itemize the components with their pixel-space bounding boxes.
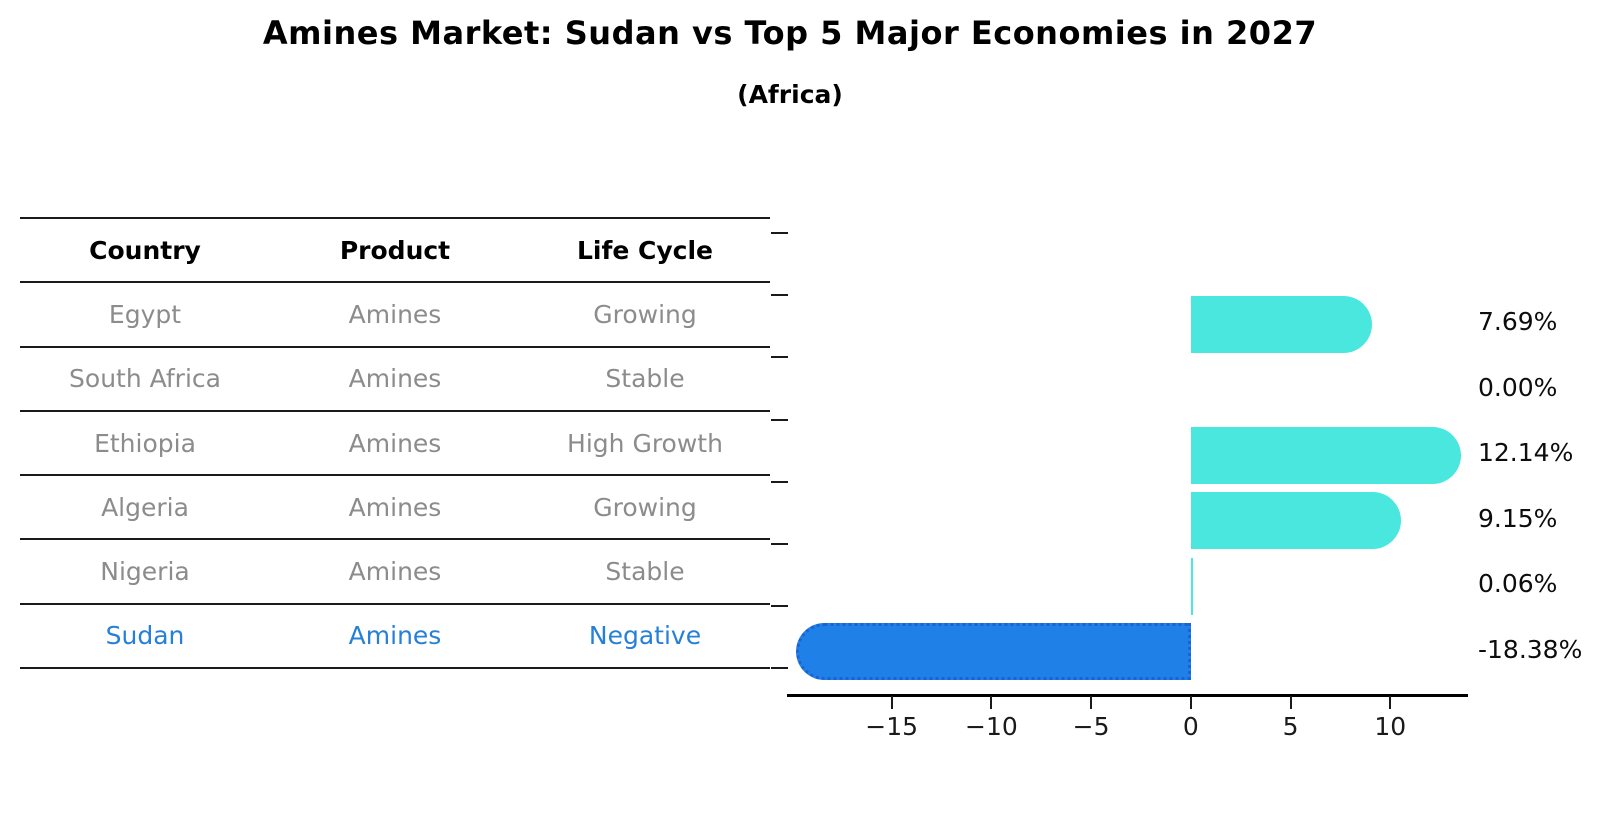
bar-ethiopia xyxy=(1190,426,1461,484)
value-label-nigeria: 0.06% xyxy=(1478,569,1558,598)
table-row-egypt: Egypt Amines Growing xyxy=(20,283,770,348)
y-tick-4 xyxy=(771,480,788,483)
table-row-algeria: Algeria Amines Growing xyxy=(20,476,770,541)
bar-nigeria xyxy=(1190,557,1194,615)
value-label-ethiopia: 12.14% xyxy=(1478,438,1574,467)
column-header-life-cycle: Life Cycle xyxy=(576,235,714,265)
x-tick-label-0: 0 xyxy=(1182,712,1199,741)
table-row-sudan: Sudan Amines Negative xyxy=(20,605,770,670)
cell-product: Amines xyxy=(348,299,442,329)
y-tick-5 xyxy=(771,543,788,545)
cell-life-cycle: Negative xyxy=(588,621,702,651)
table-row-south-africa: South Africa Amines Stable xyxy=(20,348,770,412)
cell-product: Amines xyxy=(348,621,442,651)
x-tick-label-10: 10 xyxy=(1374,712,1407,741)
table-body: Egypt Amines Growing South Africa Amines Stab… xyxy=(20,283,770,670)
cell-country: Nigeria xyxy=(100,557,190,587)
chart-subtitle: (Africa) xyxy=(737,80,843,109)
y-tick-3 xyxy=(771,418,788,421)
x-tick-label--10: −10 xyxy=(965,712,1018,741)
x-axis-line xyxy=(787,694,1468,697)
value-label-south-africa: 0.00% xyxy=(1478,372,1558,402)
value-label-egypt: 7.69% xyxy=(1478,307,1558,336)
value-label-algeria: 9.15% xyxy=(1478,503,1558,533)
cell-product: Amines xyxy=(348,557,442,587)
cell-country: South Africa xyxy=(69,364,221,394)
cell-life-cycle: High Growth xyxy=(567,428,723,458)
x-tick-10 xyxy=(1389,696,1392,709)
comparison-table: Country Product Life Cycle Egypt Amines Gr… xyxy=(20,217,770,670)
x-tick-0 xyxy=(1189,696,1192,709)
cell-product: Amines xyxy=(348,492,442,522)
cell-product: Amines xyxy=(348,364,442,394)
y-tick-7 xyxy=(771,667,788,670)
column-header-product: Product xyxy=(339,235,451,265)
y-tick-6 xyxy=(771,605,788,608)
y-tick-0 xyxy=(771,232,788,234)
cell-country: Egypt xyxy=(108,299,182,329)
cell-country: Sudan xyxy=(105,621,185,651)
bar-algeria xyxy=(1190,492,1402,549)
bar-egypt xyxy=(1190,295,1373,353)
x-tick--5 xyxy=(1090,696,1093,709)
cell-life-cycle: Growing xyxy=(593,299,697,329)
x-tick-label--15: −15 xyxy=(865,712,919,741)
cell-life-cycle: Stable xyxy=(605,557,685,587)
cell-country: Algeria xyxy=(101,492,189,522)
table-row-ethiopia: Ethiopia Amines High Growth xyxy=(20,412,770,477)
cell-country: Ethiopia xyxy=(94,428,196,458)
x-tick-5 xyxy=(1289,696,1292,709)
cell-product: Amines xyxy=(348,428,442,458)
cell-life-cycle: Growing xyxy=(593,492,697,522)
bar-sudan xyxy=(796,623,1191,680)
chart-title: Amines Market: Sudan vs Top 5 Major Econ… xyxy=(262,14,1318,52)
value-label-sudan: -18.38% xyxy=(1478,634,1583,664)
table-header-row: Country Product Life Cycle xyxy=(20,219,770,284)
column-header-country: Country xyxy=(89,235,201,265)
y-tick-2 xyxy=(771,356,788,359)
x-tick-label--5: −5 xyxy=(1072,712,1110,741)
x-tick--15 xyxy=(890,696,893,709)
cell-life-cycle: Stable xyxy=(605,364,685,394)
y-tick-1 xyxy=(771,294,788,297)
x-tick-label-5: 5 xyxy=(1282,712,1299,741)
table-row-nigeria: Nigeria Amines Stable xyxy=(20,540,770,605)
x-tick--10 xyxy=(990,696,993,709)
